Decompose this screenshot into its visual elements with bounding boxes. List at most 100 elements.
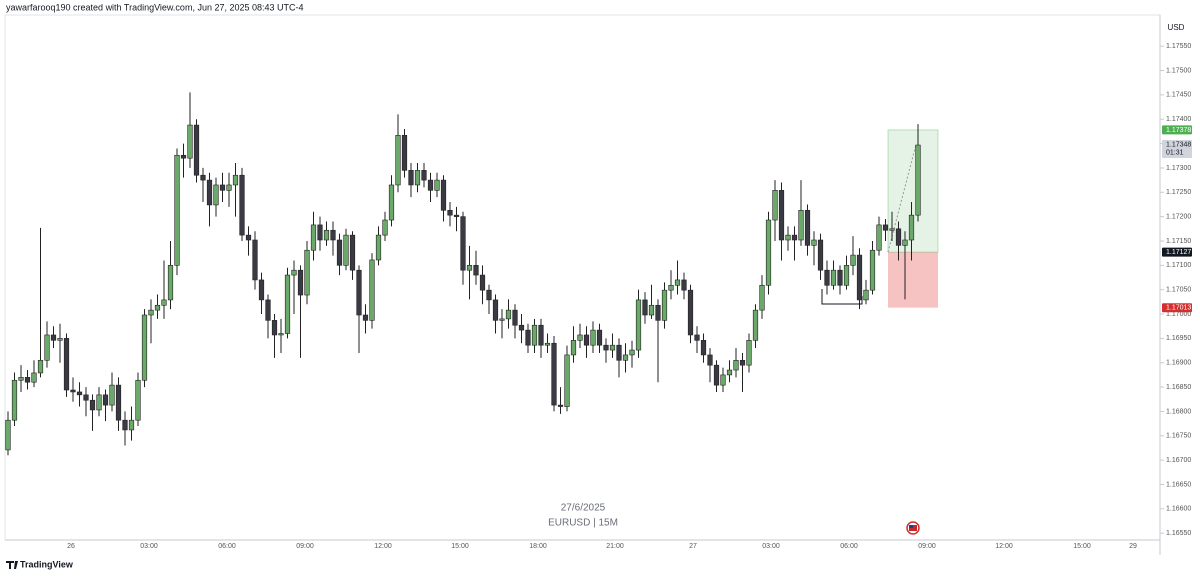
candle-body — [440, 179, 447, 211]
candle-body — [453, 214, 460, 217]
candle-body — [265, 299, 271, 321]
candle-body — [583, 334, 590, 346]
candle-body — [11, 379, 18, 421]
brand-name: TradingView — [20, 559, 74, 569]
candle-body — [492, 299, 499, 321]
candle-body — [427, 179, 434, 191]
y-tick-label: 1.16800 — [1166, 408, 1191, 415]
price-marker — [1162, 247, 1192, 257]
candle-body — [323, 229, 330, 241]
candle-body — [31, 372, 37, 383]
candle-body — [473, 265, 479, 276]
candle-body — [785, 234, 791, 241]
candle-body — [70, 389, 76, 393]
x-tick-label: 09:00 — [918, 543, 936, 550]
x-tick-label: 03:00 — [140, 543, 158, 550]
y-tick-label: 1.17500 — [1166, 67, 1191, 74]
y-tick-label: 1.16700 — [1166, 457, 1191, 464]
candle-body — [720, 374, 726, 386]
candle-body — [616, 344, 622, 361]
candle-body — [414, 170, 421, 186]
y-tick-label: 1.16950 — [1166, 335, 1191, 342]
candle-body — [375, 234, 382, 261]
candle-body — [76, 391, 83, 396]
candle-body — [499, 318, 505, 321]
candle-body — [24, 377, 31, 383]
candle-body — [252, 239, 258, 281]
candle-body — [531, 324, 538, 346]
candle-body — [421, 170, 427, 181]
candle-body — [271, 320, 278, 336]
x-tick-label: 06:00 — [218, 543, 236, 550]
candle-body — [278, 333, 284, 336]
candle-body — [635, 299, 642, 351]
candle-body — [83, 394, 89, 401]
candle-body — [817, 239, 824, 271]
x-tick-label: 12:00 — [995, 543, 1013, 550]
candle-body — [726, 369, 733, 376]
candle-body — [63, 338, 70, 391]
candle-body — [180, 154, 187, 159]
candle-body — [687, 289, 694, 336]
candle-body — [174, 154, 180, 266]
candle-body — [804, 209, 811, 246]
candle-body — [895, 228, 902, 246]
candle-body — [479, 274, 486, 291]
candle-body — [648, 304, 655, 316]
x-tick-label: 15:00 — [451, 543, 469, 550]
candle-body — [596, 329, 603, 346]
candle-body — [460, 216, 466, 271]
candle-body — [746, 340, 752, 366]
y-tick-label: 1.17100 — [1166, 262, 1191, 269]
x-tick-label: 06:00 — [840, 543, 858, 550]
candle-body — [674, 279, 681, 286]
candle-body — [843, 265, 850, 286]
candle-body — [89, 399, 96, 411]
candle-body — [791, 234, 798, 241]
candle-body — [739, 359, 746, 366]
candle-body — [661, 289, 668, 321]
candle-body — [50, 334, 57, 341]
candle-body — [622, 354, 629, 361]
candle-body — [752, 309, 759, 341]
candle-body — [798, 209, 804, 241]
candle-body — [850, 254, 856, 266]
candle-body — [590, 329, 596, 346]
candle-body — [902, 239, 908, 246]
y-tick-label: 1.17050 — [1166, 287, 1191, 294]
candle-body — [297, 269, 304, 296]
candle-body — [239, 174, 245, 236]
x-tick-label: 18:00 — [529, 543, 547, 550]
candle-body — [466, 265, 473, 271]
candle-body — [37, 359, 44, 374]
candle-body — [837, 269, 843, 286]
candle-body — [765, 219, 772, 286]
y-tick-label: 1.17000 — [1166, 311, 1191, 318]
x-tick-label: 21:00 — [606, 543, 624, 550]
candle-body — [434, 179, 440, 191]
candle-body — [336, 239, 343, 266]
y-tick-label: 1.16750 — [1166, 433, 1191, 440]
time-axis: 26 03:00 06:00 09:00 12:00 15:00 18:00 21:00 27 0… — [67, 543, 1137, 550]
candle-body — [369, 259, 375, 321]
candle-body — [109, 384, 115, 406]
candle-body — [876, 224, 882, 251]
candle-body — [642, 299, 648, 316]
price-marker-label: 1.17348 — [1166, 141, 1191, 148]
y-tick-label: 1.17200 — [1166, 213, 1191, 220]
candle-body — [258, 279, 265, 301]
candle-body — [401, 134, 408, 171]
candle-body — [330, 229, 336, 241]
candle-body — [577, 334, 583, 341]
candle-body — [564, 354, 570, 407]
candle-body — [382, 219, 388, 236]
y-tick-label: 1.17400 — [1166, 116, 1191, 123]
candle-body — [609, 344, 616, 351]
candle-body — [167, 265, 174, 301]
candle-body — [863, 289, 869, 301]
loss-zone — [888, 252, 938, 308]
candle-body — [759, 284, 765, 311]
candle-body — [284, 274, 291, 334]
event-flag — [906, 521, 920, 535]
